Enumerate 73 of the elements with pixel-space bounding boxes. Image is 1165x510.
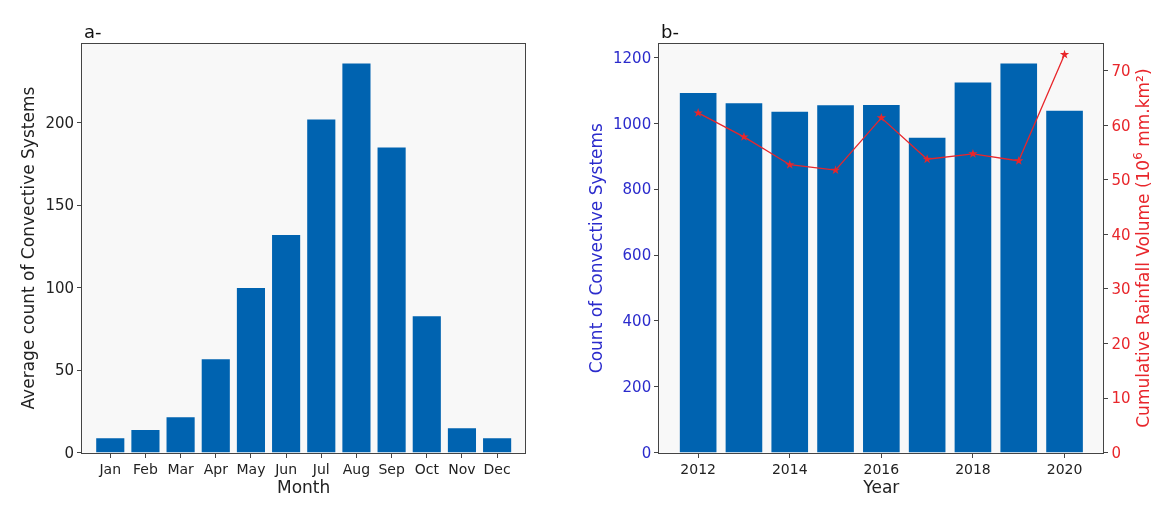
bar [96, 438, 125, 453]
y-tick-label: 150 [45, 196, 75, 215]
bar [679, 93, 717, 453]
y-tick-label: 600 [622, 246, 652, 265]
x-tick-label: Nov [448, 461, 476, 478]
bar [342, 63, 371, 453]
bar [771, 111, 809, 453]
x-tick-label: Jul [311, 461, 330, 478]
y-tick-label: 0 [641, 443, 652, 462]
y-tick-label: 1000 [613, 114, 652, 133]
bar [131, 430, 160, 453]
bar [236, 287, 266, 453]
x-axis-title: Year [862, 477, 900, 498]
bar [272, 234, 301, 453]
y2-tick-label: 30 [1111, 280, 1131, 299]
x-tick-label: Jun [274, 461, 298, 478]
y-tick-label: 200 [45, 114, 75, 133]
y-tick-label: 800 [622, 180, 652, 199]
chart-title: a- [84, 21, 102, 42]
y-tick-label: 50 [55, 361, 75, 380]
x-tick-label: Mar [167, 461, 195, 478]
point [922, 154, 932, 164]
bar [725, 103, 763, 453]
y-tick-label: 400 [622, 312, 652, 331]
x-tick-label: Sep [378, 461, 405, 478]
bar [863, 104, 900, 453]
bar [483, 438, 512, 453]
bar [166, 417, 195, 453]
bar [817, 105, 854, 453]
y2-tick-label: 20 [1111, 334, 1131, 353]
y2-tick-label: 60 [1111, 116, 1131, 135]
bar [1000, 63, 1038, 453]
y-tick-label: 0 [64, 443, 75, 462]
x-tick-label: Apr [203, 461, 229, 478]
bar [307, 119, 336, 453]
bar [377, 147, 406, 453]
x-tick-label: 2020 [1046, 461, 1083, 478]
point [968, 148, 978, 158]
chart-title: b- [661, 21, 679, 42]
bar [412, 316, 441, 453]
y-tick-label: 100 [45, 278, 75, 297]
point [1014, 155, 1024, 165]
x-tick-label: 2014 [771, 461, 808, 478]
y-tick-label: 200 [622, 377, 652, 396]
y2-tick-label: 70 [1111, 62, 1131, 81]
x-tick-label: Feb [133, 461, 158, 478]
point [876, 112, 887, 122]
x-tick-label: Aug [342, 461, 371, 478]
y-axis-title: Average count of Convective Systems [18, 86, 39, 410]
y-tick-label: 1200 [613, 48, 652, 67]
y2-tick-label: 10 [1111, 389, 1131, 408]
x-tick-label: Oct [414, 461, 440, 478]
bar [954, 82, 992, 453]
y2-tick-label: 40 [1111, 225, 1131, 244]
y2-tick-label: 0 [1111, 443, 1122, 462]
bar [908, 137, 946, 453]
x-tick-label: Dec [483, 461, 511, 478]
y2-tick-label: 50 [1111, 171, 1131, 190]
y-axis-title: Count of Convective Systems [585, 122, 606, 374]
bar [447, 428, 477, 453]
x-tick-label: 2018 [955, 461, 991, 478]
x-tick-label: May [236, 461, 266, 478]
point [693, 108, 703, 117]
bar [201, 359, 230, 453]
x-tick-label: 2016 [863, 461, 900, 478]
x-tick-label: Jan [98, 461, 122, 478]
point [1059, 49, 1070, 59]
point [830, 165, 841, 175]
point [739, 131, 749, 141]
bar [1046, 110, 1083, 453]
x-axis-title: Month [277, 477, 331, 498]
point [785, 159, 795, 169]
x-tick-label: 2012 [680, 461, 716, 478]
